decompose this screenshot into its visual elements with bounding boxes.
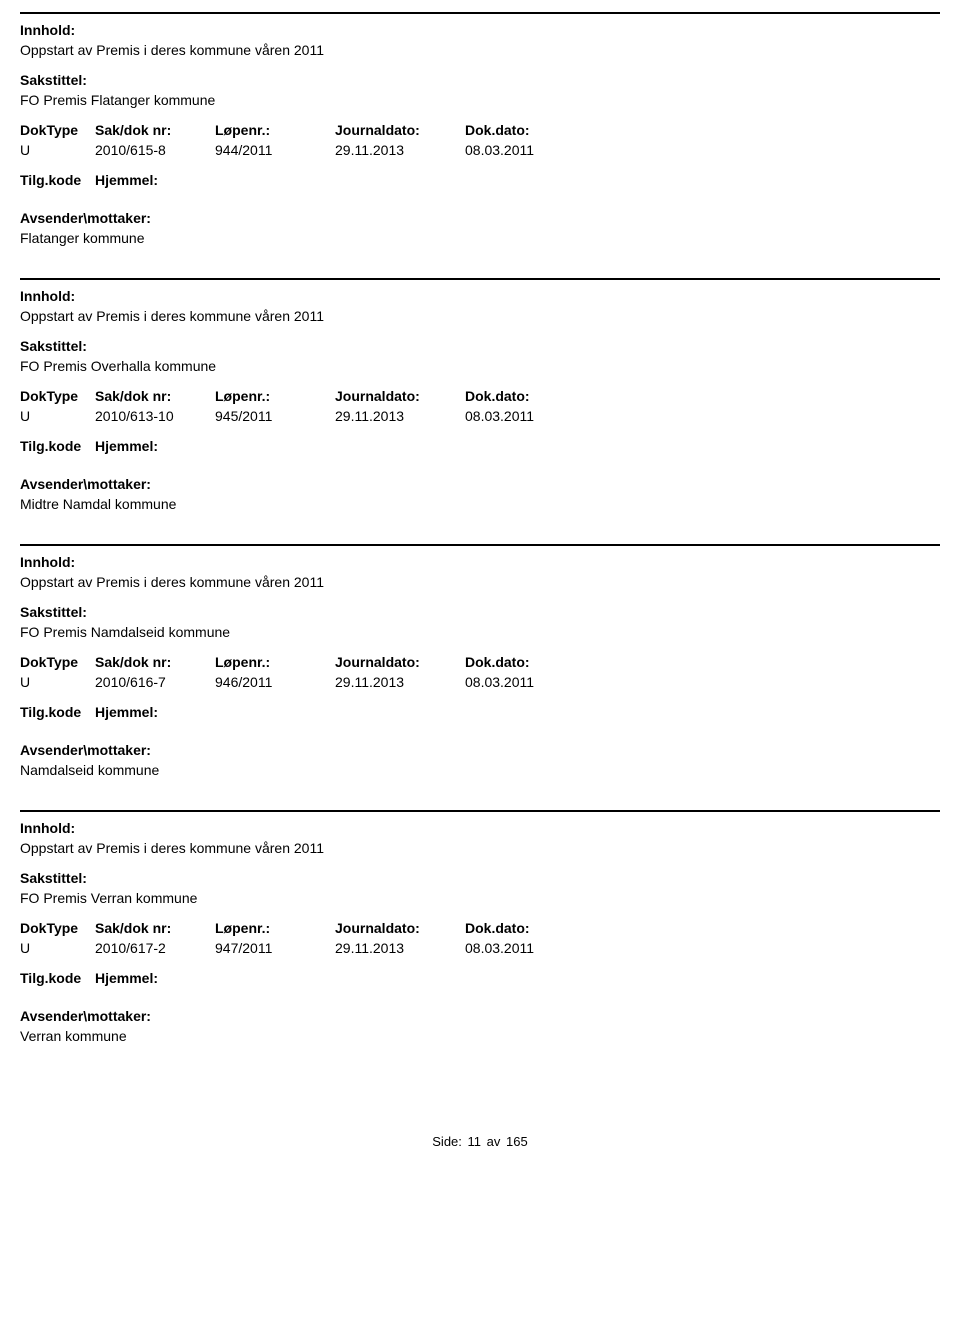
doktype-value: U [20, 142, 95, 158]
avsender-section: Avsender\mottaker: Verran kommune [20, 1008, 940, 1044]
hjemmel-label: Hjemmel: [95, 438, 215, 454]
avsender-section: Avsender\mottaker: Midtre Namdal kommune [20, 476, 940, 512]
innhold-value: Oppstart av Premis i deres kommune våren… [20, 574, 940, 590]
avsender-section: Avsender\mottaker: Namdalseid kommune [20, 742, 940, 778]
journal-record: Innhold: Oppstart av Premis i deres komm… [20, 12, 940, 246]
av-label: av [487, 1134, 501, 1149]
sakstittel-label: Sakstittel: [20, 72, 940, 88]
innhold-label: Innhold: [20, 288, 940, 304]
hjemmel-label: Hjemmel: [95, 172, 215, 188]
journaldato-header: Journaldato: [335, 920, 465, 936]
innhold-value: Oppstart av Premis i deres kommune våren… [20, 42, 940, 58]
saknr-header: Sak/dok nr: [95, 122, 215, 138]
table-row: U 2010/615-8 944/2011 29.11.2013 08.03.2… [20, 142, 940, 158]
sakstittel-label: Sakstittel: [20, 338, 940, 354]
sakstittel-value: FO Premis Verran kommune [20, 890, 940, 906]
journaldato-header: Journaldato: [335, 122, 465, 138]
hjemmel-label: Hjemmel: [95, 970, 215, 986]
side-label: Side: [432, 1134, 462, 1149]
page-number: 11 [468, 1134, 482, 1149]
doktype-value: U [20, 408, 95, 424]
lopenr-header: Løpenr.: [215, 654, 335, 670]
table-row: U 2010/616-7 946/2011 29.11.2013 08.03.2… [20, 674, 940, 690]
tilgkode-row: Tilg.kode Hjemmel: [20, 970, 940, 986]
saknr-header: Sak/dok nr: [95, 920, 215, 936]
table-row: U 2010/617-2 947/2011 29.11.2013 08.03.2… [20, 940, 940, 956]
table-row: U 2010/613-10 945/2011 29.11.2013 08.03.… [20, 408, 940, 424]
lopenr-value: 945/2011 [215, 408, 335, 424]
doktype-value: U [20, 940, 95, 956]
avsender-section: Avsender\mottaker: Flatanger kommune [20, 210, 940, 246]
tilgkode-label: Tilg.kode [20, 172, 95, 188]
journaldato-header: Journaldato: [335, 654, 465, 670]
journal-record: Innhold: Oppstart av Premis i deres komm… [20, 544, 940, 778]
lopenr-header: Løpenr.: [215, 920, 335, 936]
tilgkode-row: Tilg.kode Hjemmel: [20, 438, 940, 454]
lopenr-value: 947/2011 [215, 940, 335, 956]
tilgkode-label: Tilg.kode [20, 704, 95, 720]
doktype-value: U [20, 674, 95, 690]
avsender-value: Verran kommune [20, 1028, 940, 1044]
tilgkode-row: Tilg.kode Hjemmel: [20, 704, 940, 720]
innhold-label: Innhold: [20, 554, 940, 570]
dokdato-header: Dok.dato: [465, 920, 585, 936]
lopenr-value: 944/2011 [215, 142, 335, 158]
journaldato-value: 29.11.2013 [335, 674, 465, 690]
page-footer: Side: 11 av 165 [20, 1134, 940, 1149]
tilgkode-row: Tilg.kode Hjemmel: [20, 172, 940, 188]
sakstittel-value: FO Premis Overhalla kommune [20, 358, 940, 374]
journaldato-header: Journaldato: [335, 388, 465, 404]
doktype-header: DokType [20, 122, 95, 138]
tilgkode-label: Tilg.kode [20, 438, 95, 454]
avsender-value: Namdalseid kommune [20, 762, 940, 778]
journal-record: Innhold: Oppstart av Premis i deres komm… [20, 810, 940, 1044]
lopenr-header: Løpenr.: [215, 388, 335, 404]
saknr-value: 2010/615-8 [95, 142, 215, 158]
innhold-value: Oppstart av Premis i deres kommune våren… [20, 840, 940, 856]
table-headers: DokType Sak/dok nr: Løpenr.: Journaldato… [20, 654, 940, 670]
journaldato-value: 29.11.2013 [335, 408, 465, 424]
saknr-value: 2010/617-2 [95, 940, 215, 956]
doktype-header: DokType [20, 654, 95, 670]
dokdato-value: 08.03.2011 [465, 674, 585, 690]
journaldato-value: 29.11.2013 [335, 940, 465, 956]
doktype-header: DokType [20, 920, 95, 936]
table-headers: DokType Sak/dok nr: Løpenr.: Journaldato… [20, 920, 940, 936]
avsender-label: Avsender\mottaker: [20, 1008, 940, 1024]
journal-record: Innhold: Oppstart av Premis i deres komm… [20, 278, 940, 512]
dokdato-header: Dok.dato: [465, 388, 585, 404]
sakstittel-label: Sakstittel: [20, 604, 940, 620]
journaldato-value: 29.11.2013 [335, 142, 465, 158]
hjemmel-label: Hjemmel: [95, 704, 215, 720]
dokdato-header: Dok.dato: [465, 122, 585, 138]
dokdato-header: Dok.dato: [465, 654, 585, 670]
tilgkode-label: Tilg.kode [20, 970, 95, 986]
dokdato-value: 08.03.2011 [465, 940, 585, 956]
table-headers: DokType Sak/dok nr: Løpenr.: Journaldato… [20, 388, 940, 404]
saknr-value: 2010/613-10 [95, 408, 215, 424]
avsender-value: Midtre Namdal kommune [20, 496, 940, 512]
avsender-value: Flatanger kommune [20, 230, 940, 246]
lopenr-header: Løpenr.: [215, 122, 335, 138]
lopenr-value: 946/2011 [215, 674, 335, 690]
saknr-value: 2010/616-7 [95, 674, 215, 690]
avsender-label: Avsender\mottaker: [20, 742, 940, 758]
avsender-label: Avsender\mottaker: [20, 210, 940, 226]
total-pages: 165 [506, 1134, 528, 1149]
sakstittel-label: Sakstittel: [20, 870, 940, 886]
table-headers: DokType Sak/dok nr: Løpenr.: Journaldato… [20, 122, 940, 138]
innhold-label: Innhold: [20, 820, 940, 836]
innhold-label: Innhold: [20, 22, 940, 38]
avsender-label: Avsender\mottaker: [20, 476, 940, 492]
doktype-header: DokType [20, 388, 95, 404]
dokdato-value: 08.03.2011 [465, 408, 585, 424]
sakstittel-value: FO Premis Flatanger kommune [20, 92, 940, 108]
saknr-header: Sak/dok nr: [95, 388, 215, 404]
saknr-header: Sak/dok nr: [95, 654, 215, 670]
sakstittel-value: FO Premis Namdalseid kommune [20, 624, 940, 640]
innhold-value: Oppstart av Premis i deres kommune våren… [20, 308, 940, 324]
dokdato-value: 08.03.2011 [465, 142, 585, 158]
